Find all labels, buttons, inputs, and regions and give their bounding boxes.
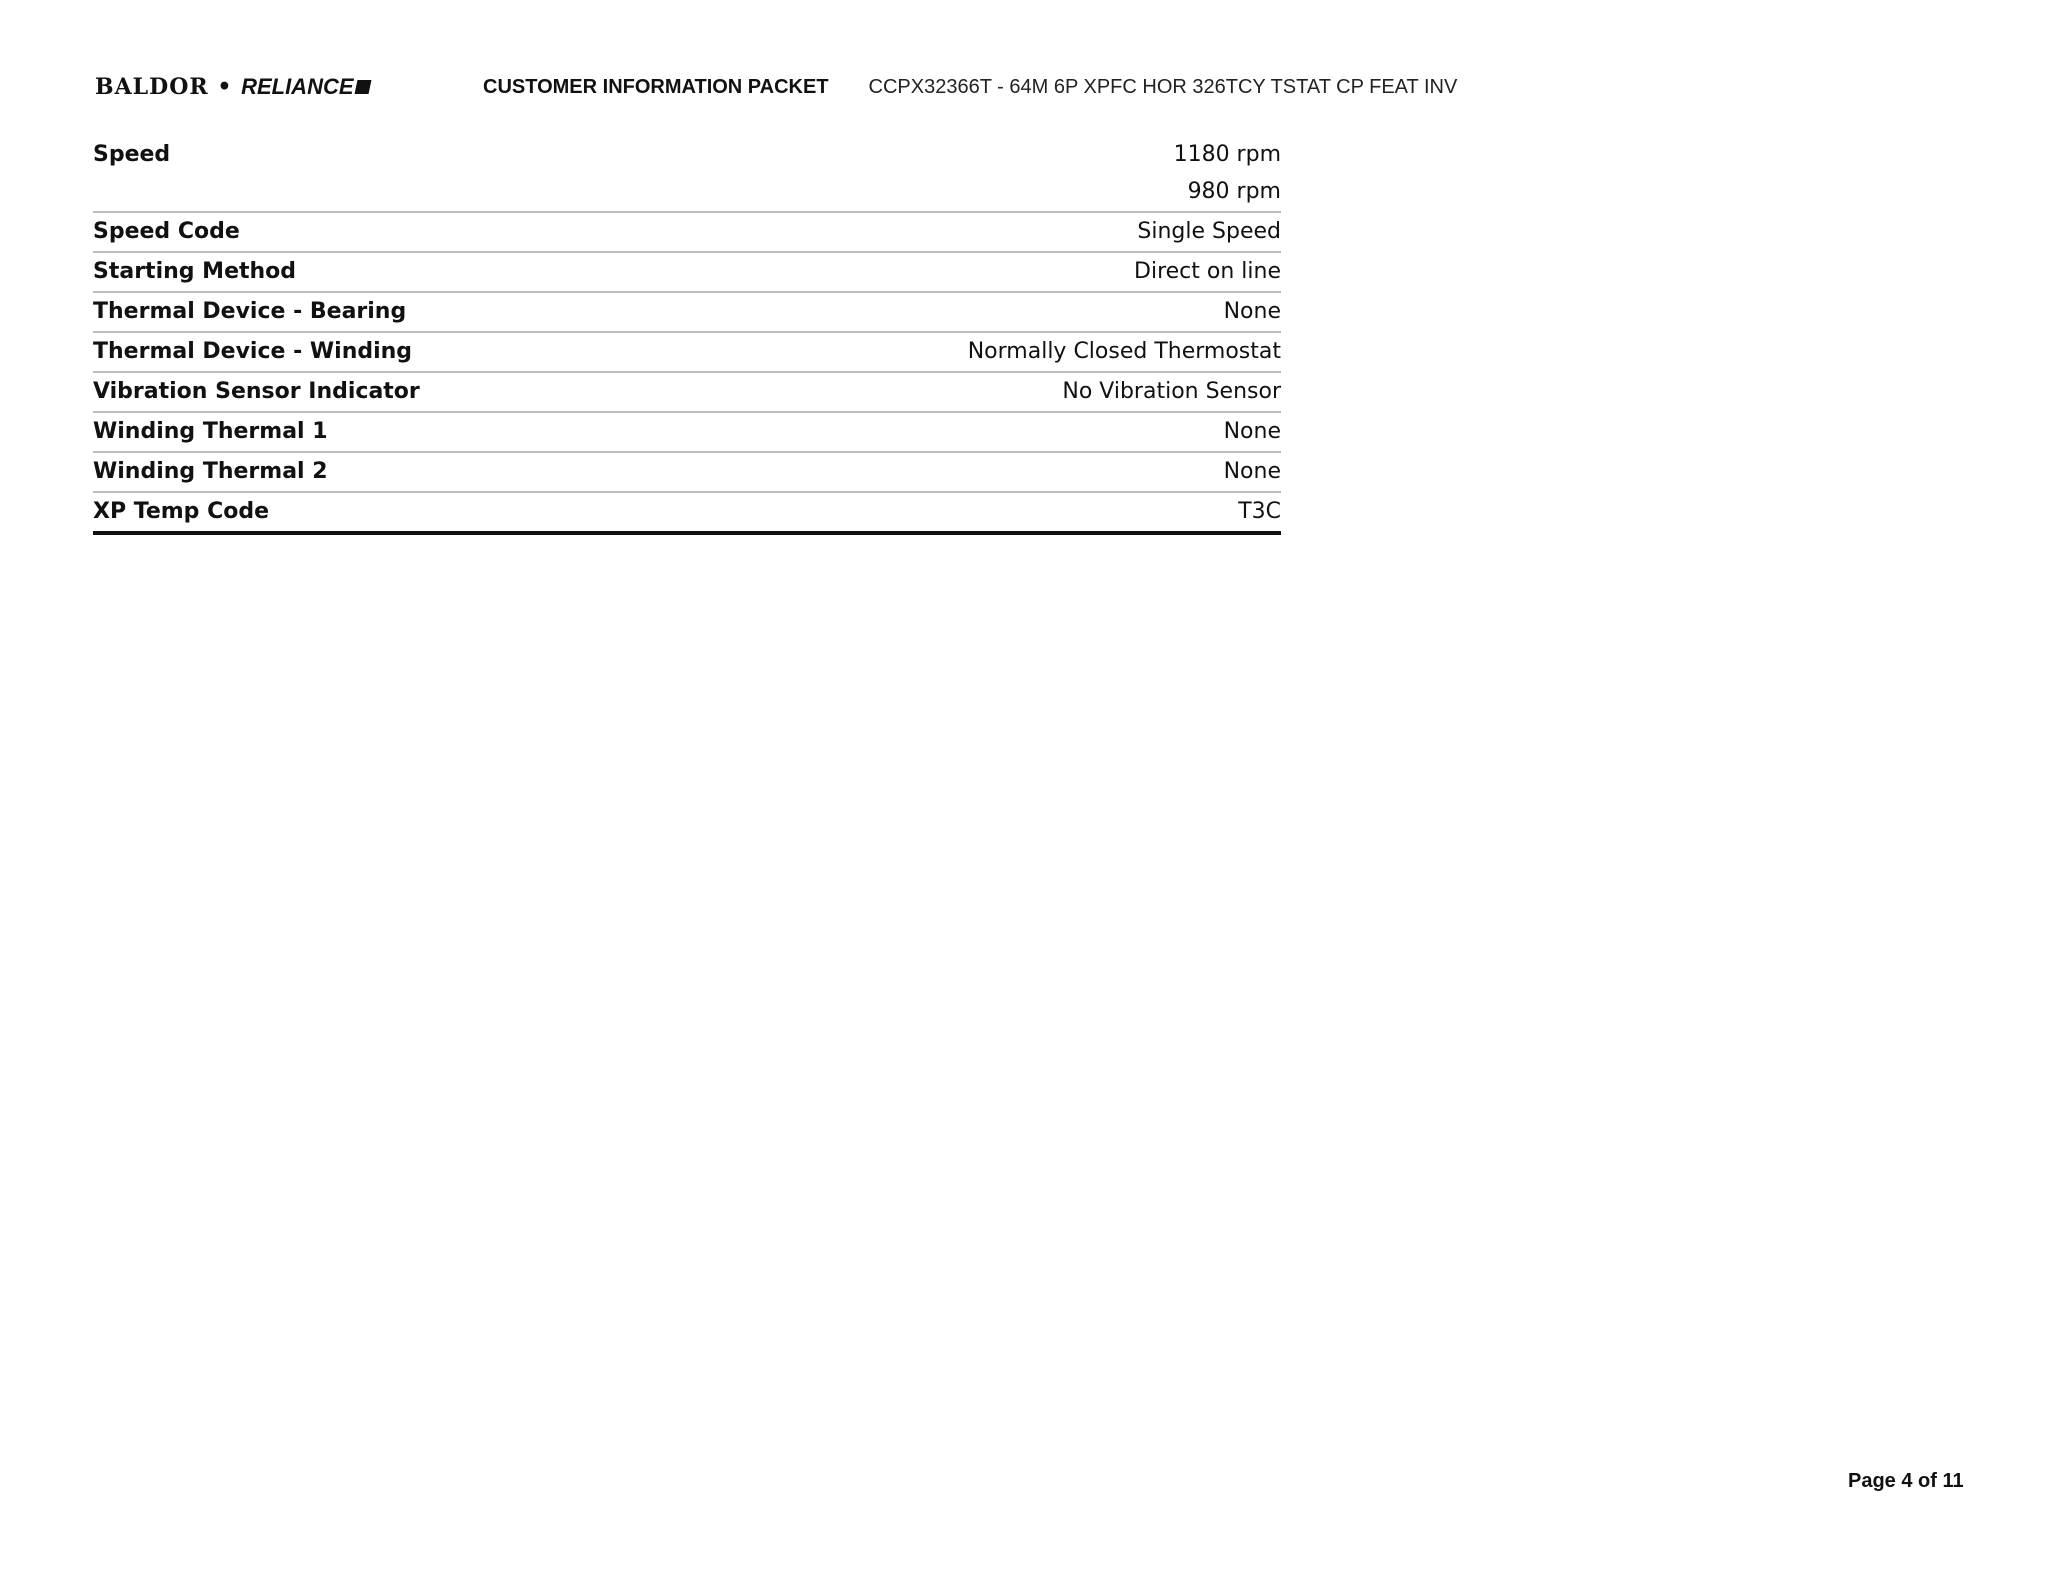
spec-value: 1180 rpm	[1173, 142, 1281, 167]
spec-row: Starting Method Direct on line	[93, 251, 1281, 291]
spec-values: 1180 rpm 980 rpm	[1174, 141, 1281, 205]
spec-label: Vibration Sensor Indicator	[93, 379, 420, 404]
spec-value: Normally Closed Thermostat	[967, 339, 1281, 364]
spec-value: None	[1223, 419, 1281, 444]
logo-mark-icon	[354, 80, 372, 94]
spec-label: XP Temp Code	[93, 499, 270, 524]
spec-label: Thermal Device - Winding	[93, 339, 413, 364]
spec-values: Direct on line	[1134, 258, 1281, 285]
spec-value: Single Speed	[1137, 219, 1281, 244]
spec-value: 980 rpm	[1187, 179, 1281, 204]
spec-row: XP Temp Code T3C	[93, 491, 1281, 531]
spec-label: Speed	[93, 142, 171, 167]
spec-values: None	[1224, 298, 1281, 325]
spec-label: Winding Thermal 2	[93, 459, 328, 484]
spec-values: None	[1224, 458, 1281, 485]
spec-row: Vibration Sensor Indicator No Vibration S…	[93, 371, 1281, 411]
spec-row: Winding Thermal 2 None	[93, 451, 1281, 491]
spec-row: Speed Code Single Speed	[93, 211, 1281, 251]
spec-values: None	[1224, 418, 1281, 445]
spec-value: None	[1223, 299, 1281, 324]
logo-dot: •	[208, 74, 242, 100]
spec-values: Single Speed	[1137, 218, 1281, 245]
spec-values: T3C	[1238, 498, 1281, 525]
spec-label: Thermal Device - Bearing	[93, 299, 407, 324]
spec-label: Starting Method	[93, 259, 297, 284]
spec-label: Speed Code	[93, 219, 240, 244]
spec-row: Winding Thermal 1 None	[93, 411, 1281, 451]
page-header: BALDOR • RELIANCE CUSTOMER INFORMATION P…	[95, 72, 1457, 102]
spec-values: Normally Closed Thermostat	[968, 338, 1281, 365]
product-code: CCPX32366T - 64M 6P XPFC HOR 326TCY TSTA…	[868, 75, 1458, 98]
spec-label: Winding Thermal 1	[93, 419, 328, 444]
spec-row: Thermal Device - Bearing None	[93, 291, 1281, 331]
spec-value: Direct on line	[1134, 259, 1281, 284]
baldor-reliance-logo: BALDOR • RELIANCE	[95, 74, 440, 100]
spec-value: None	[1223, 459, 1281, 484]
spec-values: No Vibration Sensor	[1062, 378, 1281, 405]
spec-row: Speed 1180 rpm 980 rpm	[93, 136, 1281, 211]
spec-table: Speed 1180 rpm 980 rpm Speed Code Single Spe…	[93, 136, 1281, 535]
spec-row: Thermal Device - Winding Normally Closed …	[93, 331, 1281, 371]
spec-value: No Vibration Sensor	[1062, 379, 1281, 404]
spec-value: T3C	[1238, 499, 1281, 524]
document-title: CUSTOMER INFORMATION PACKET	[483, 75, 829, 98]
page-number: Page 4 of 11	[1848, 1470, 1964, 1492]
